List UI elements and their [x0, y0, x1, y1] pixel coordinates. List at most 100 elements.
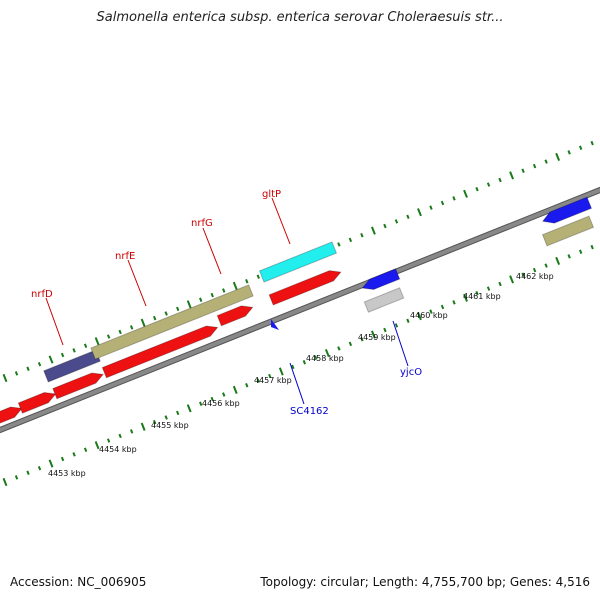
- kbp-label: 4461 kbp: [463, 292, 501, 301]
- upper-tick: [256, 274, 260, 279]
- lower-tick: [314, 355, 318, 360]
- gene-grey-yjcO-shape: [363, 287, 405, 313]
- lower-tick: [555, 256, 561, 266]
- lower-tick: [164, 415, 168, 420]
- lower-tick: [337, 346, 341, 351]
- upper-tick: [176, 306, 180, 312]
- lower-tick: [509, 275, 514, 284]
- lower-tick: [440, 304, 445, 310]
- upper-tick: [106, 334, 111, 339]
- lower-tick: [383, 327, 387, 333]
- leader-nrfE: [127, 259, 147, 307]
- lower-tick: [463, 293, 468, 302]
- gene-blue-right: [541, 196, 593, 224]
- upper-tick: [440, 200, 445, 206]
- lower-tick: [72, 452, 76, 457]
- gene-label-SC4162: SC4162: [290, 406, 329, 417]
- upper-tick: [48, 355, 54, 364]
- kbp-label: 4454 kbp: [99, 445, 137, 454]
- gene-red-3: [52, 372, 105, 400]
- lower-tick: [521, 272, 525, 277]
- upper-tick: [383, 223, 387, 229]
- upper-tick: [371, 226, 376, 235]
- lower-tick: [232, 385, 238, 394]
- leader-nrfD: [45, 297, 64, 346]
- lower-tick: [256, 378, 260, 383]
- lower-tick: [140, 422, 146, 431]
- upper-tick: [555, 152, 561, 162]
- gene-blue-yjcO-shape: [361, 268, 401, 290]
- lower-tick: [532, 267, 537, 273]
- gene-nrfG-shape: [216, 305, 254, 327]
- upper-tick: [14, 371, 19, 376]
- lower-tick: [268, 373, 272, 379]
- upper-tick: [486, 182, 491, 187]
- upper-tick: [544, 159, 548, 164]
- upper-tick: [475, 186, 479, 192]
- gene-cyan: [258, 241, 338, 283]
- gene-label-nrfG: nrfG: [191, 218, 213, 229]
- gene-red-3-shape: [52, 372, 105, 400]
- gene-khaki-right: [541, 215, 595, 247]
- lower-tick: [348, 341, 353, 347]
- lower-tick: [360, 337, 364, 342]
- lower-tick: [129, 429, 134, 434]
- lower-tick: [302, 360, 307, 365]
- upper-tick: [26, 366, 30, 372]
- kbp-label: 4453 kbp: [48, 469, 86, 478]
- upper-tick: [463, 189, 468, 198]
- lower-tick: [60, 456, 65, 462]
- gene-label-nrfE: nrfE: [115, 251, 135, 262]
- lower-tick: [498, 281, 502, 287]
- upper-tick: [164, 311, 168, 316]
- lower-tick: [278, 367, 284, 376]
- upper-tick: [83, 343, 88, 348]
- upper-tick: [521, 168, 525, 173]
- leader-yjcO: [392, 320, 409, 367]
- upper-tick: [429, 205, 433, 210]
- gene-blue-yjcO: [361, 268, 401, 290]
- gene-blue-right-shape: [541, 196, 593, 224]
- lower-tick: [417, 312, 422, 321]
- upper-tick: [152, 315, 157, 321]
- upper-tick: [452, 196, 456, 201]
- gene-khaki-right-shape: [541, 215, 595, 247]
- gene-red-2-shape: [17, 392, 57, 414]
- upper-tick: [140, 318, 146, 327]
- upper-tick: [245, 279, 249, 284]
- kbp-label: 4456 kbp: [202, 399, 240, 408]
- gene-red-2: [17, 392, 57, 414]
- accession-text: Accession: NC_006905: [10, 575, 147, 589]
- lower-tick: [94, 441, 100, 450]
- gene-label-gltP: gltP: [262, 189, 281, 200]
- kbp-label: 4458 kbp: [306, 354, 344, 363]
- lower-tick: [2, 477, 8, 487]
- gene-nrfD-shape: [43, 349, 101, 383]
- gene-red-1-shape: [0, 406, 23, 426]
- gene-nrfG: [216, 305, 254, 327]
- gene-cyan-shape: [258, 241, 338, 283]
- upper-tick: [222, 288, 226, 293]
- topology-text: Topology: circular; Length: 4,755,700 bp…: [260, 575, 590, 589]
- upper-tick: [232, 281, 238, 290]
- lower-tick: [176, 410, 180, 416]
- lower-tick: [199, 401, 203, 406]
- gene-label-nrfD: nrfD: [31, 289, 53, 300]
- lower-tick: [452, 300, 456, 305]
- lower-tick: [210, 396, 214, 402]
- upper-tick: [118, 329, 122, 335]
- kbp-label: 4462 kbp: [516, 272, 554, 281]
- gene-nrfD: [43, 349, 101, 383]
- gene-SC4162: [271, 319, 279, 330]
- gene-grey-yjcO: [363, 287, 405, 313]
- lower-tick: [324, 348, 330, 358]
- leader-SC4162: [289, 362, 305, 405]
- upper-tick: [590, 140, 594, 146]
- upper-tick: [509, 171, 514, 180]
- upper-tick: [348, 237, 353, 243]
- leader-nrfG: [202, 227, 222, 275]
- lower-tick: [486, 286, 491, 291]
- lower-tick: [83, 447, 88, 452]
- lower-tick: [429, 309, 433, 314]
